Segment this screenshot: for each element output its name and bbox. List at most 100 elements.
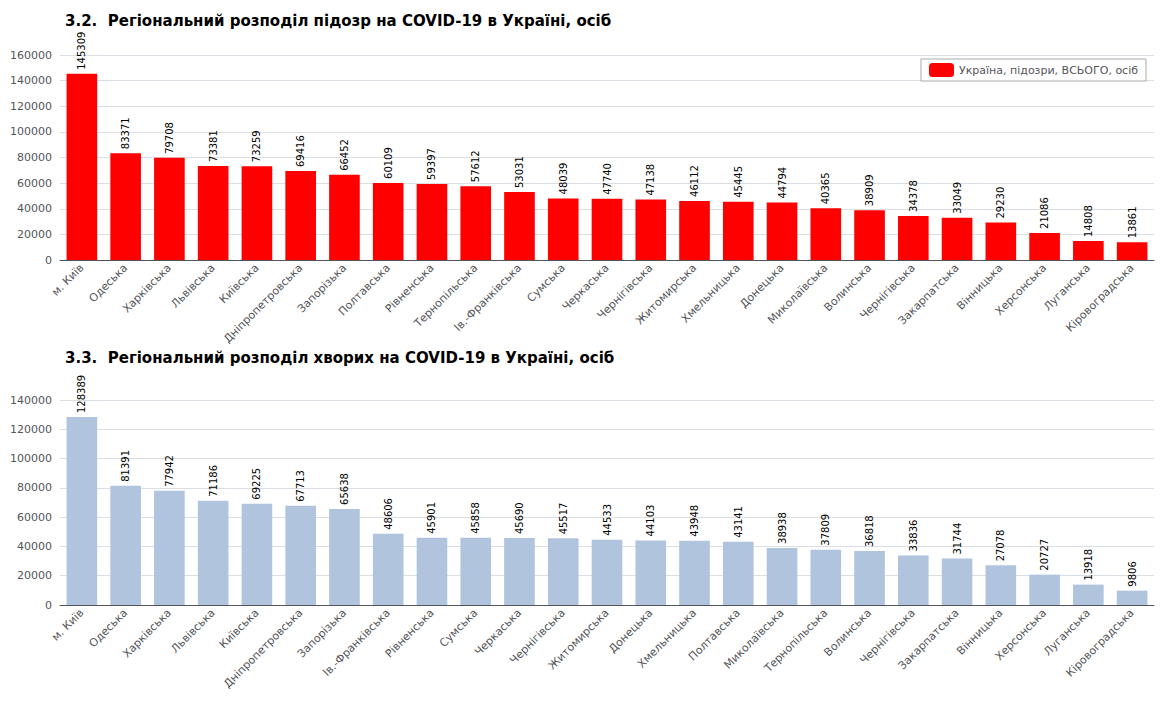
svg-text:Хмельницька: Хмельницька <box>635 606 699 670</box>
svg-text:45517: 45517 <box>558 503 569 535</box>
svg-text:100000: 100000 <box>10 125 52 138</box>
svg-text:Закарпатська: Закарпатська <box>896 261 962 327</box>
svg-text:Хмельницька: Хмельницька <box>679 261 743 325</box>
svg-text:38938: 38938 <box>777 512 788 544</box>
svg-text:140000: 140000 <box>10 394 52 407</box>
svg-text:Львівська: Львівська <box>169 261 218 310</box>
svg-text:73381: 73381 <box>208 130 219 162</box>
svg-text:Кіровоградська: Кіровоградська <box>1063 606 1136 679</box>
svg-text:13861: 13861 <box>1127 206 1138 238</box>
svg-text:Сумська: Сумська <box>524 261 567 304</box>
svg-text:Одеська: Одеська <box>86 606 130 650</box>
svg-text:Херсонська: Херсонська <box>993 261 1050 318</box>
svg-text:57612: 57612 <box>470 150 481 182</box>
svg-text:13918: 13918 <box>1083 549 1094 581</box>
svg-text:53031: 53031 <box>514 156 525 188</box>
svg-text:160000: 160000 <box>10 49 52 62</box>
svg-text:Херсонська: Херсонська <box>993 606 1050 663</box>
svg-text:Полтавська: Полтавська <box>336 261 393 318</box>
svg-text:45858: 45858 <box>470 502 481 534</box>
svg-text:77942: 77942 <box>164 455 175 487</box>
svg-text:59397: 59397 <box>426 148 437 180</box>
svg-text:20000: 20000 <box>17 569 52 582</box>
svg-text:48606: 48606 <box>383 498 394 530</box>
svg-text:45901: 45901 <box>426 502 437 534</box>
svg-text:145309: 145309 <box>76 32 87 70</box>
svg-text:40365: 40365 <box>820 172 831 204</box>
svg-text:Житомирська: Житомирська <box>546 606 612 672</box>
svg-text:Рівненська: Рівненська <box>383 606 437 660</box>
svg-text:27078: 27078 <box>995 530 1006 562</box>
svg-text:Сумська: Сумська <box>437 606 480 649</box>
svg-text:43141: 43141 <box>733 506 744 538</box>
svg-text:29230: 29230 <box>995 187 1006 219</box>
svg-text:66452: 66452 <box>339 139 350 171</box>
svg-text:80000: 80000 <box>17 481 52 494</box>
svg-text:м. Київ: м. Київ <box>49 261 86 298</box>
svg-text:60000: 60000 <box>17 177 52 190</box>
svg-text:44103: 44103 <box>645 505 656 537</box>
svg-text:60109: 60109 <box>383 147 394 179</box>
svg-text:60000: 60000 <box>17 511 52 524</box>
svg-text:43948: 43948 <box>689 505 700 537</box>
svg-text:36818: 36818 <box>864 515 875 547</box>
svg-text:31744: 31744 <box>952 523 963 555</box>
svg-text:33836: 33836 <box>908 520 919 552</box>
svg-text:0: 0 <box>45 599 52 612</box>
svg-text:Ів.-Франківська: Ів.-Франківська <box>320 606 393 679</box>
svg-text:Київська: Київська <box>217 261 262 306</box>
svg-text:0: 0 <box>45 254 52 267</box>
svg-text:20727: 20727 <box>1039 539 1050 571</box>
svg-text:45445: 45445 <box>733 166 744 198</box>
svg-text:Тернопільська: Тернопільська <box>761 606 830 675</box>
svg-text:Дніпропетровська: Дніпропетровська <box>221 606 305 690</box>
svg-text:81391: 81391 <box>120 450 131 482</box>
svg-text:140000: 140000 <box>10 74 52 87</box>
svg-text:100000: 100000 <box>10 452 52 465</box>
svg-text:3.2. Регіональний розподіл пі: 3.2. Регіональний розподіл підозр на COV… <box>65 12 611 30</box>
svg-text:Україна, підозри, ВСЬОГО, осіб: Україна, підозри, ВСЬОГО, осіб <box>959 64 1138 77</box>
svg-text:120000: 120000 <box>10 100 52 113</box>
svg-text:21086: 21086 <box>1039 197 1050 229</box>
svg-text:83371: 83371 <box>120 117 131 149</box>
svg-text:48039: 48039 <box>558 163 569 195</box>
svg-text:44794: 44794 <box>777 167 788 199</box>
svg-text:34378: 34378 <box>908 180 919 212</box>
svg-text:79708: 79708 <box>164 122 175 154</box>
svg-text:67713: 67713 <box>295 470 306 502</box>
svg-text:9806: 9806 <box>1127 561 1138 586</box>
svg-text:69416: 69416 <box>295 135 306 167</box>
svg-text:40000: 40000 <box>17 540 52 553</box>
svg-text:Харківська: Харківська <box>120 261 174 315</box>
svg-text:80000: 80000 <box>17 151 52 164</box>
svg-text:45690: 45690 <box>514 502 525 534</box>
svg-text:40000: 40000 <box>17 202 52 215</box>
svg-text:Миколаївська: Миколаївська <box>765 261 830 326</box>
svg-text:44533: 44533 <box>602 504 613 536</box>
svg-text:Львівська: Львівська <box>169 606 218 655</box>
svg-text:65638: 65638 <box>339 473 350 505</box>
svg-text:Одеська: Одеська <box>86 261 130 305</box>
svg-text:м. Київ: м. Київ <box>49 606 86 643</box>
svg-text:37809: 37809 <box>820 514 831 546</box>
svg-text:38909: 38909 <box>864 174 875 206</box>
svg-text:14808: 14808 <box>1083 205 1094 237</box>
svg-text:33049: 33049 <box>952 182 963 214</box>
svg-text:Харківська: Харківська <box>120 606 174 660</box>
svg-text:46112: 46112 <box>689 165 700 197</box>
svg-text:Тернопільська: Тернопільська <box>411 261 481 330</box>
svg-text:71186: 71186 <box>208 465 219 497</box>
svg-text:3.3. Регіональний розподіл хв: 3.3. Регіональний розподіл хворих на COV… <box>65 349 614 367</box>
svg-text:Ів.-Франківська: Ів.-Франківська <box>452 261 525 334</box>
svg-text:120000: 120000 <box>10 423 52 436</box>
svg-text:73259: 73259 <box>251 130 262 162</box>
svg-text:Київська: Київська <box>217 606 262 651</box>
svg-text:128389: 128389 <box>76 375 87 413</box>
svg-text:47138: 47138 <box>645 164 656 196</box>
svg-text:Кіровоградська: Кіровоградська <box>1063 261 1136 334</box>
svg-text:Закарпатська: Закарпатська <box>896 606 962 672</box>
svg-text:20000: 20000 <box>17 228 52 241</box>
svg-text:Дніпропетровська: Дніпропетровська <box>221 261 305 345</box>
svg-text:69225: 69225 <box>251 468 262 500</box>
svg-text:47740: 47740 <box>602 163 613 195</box>
